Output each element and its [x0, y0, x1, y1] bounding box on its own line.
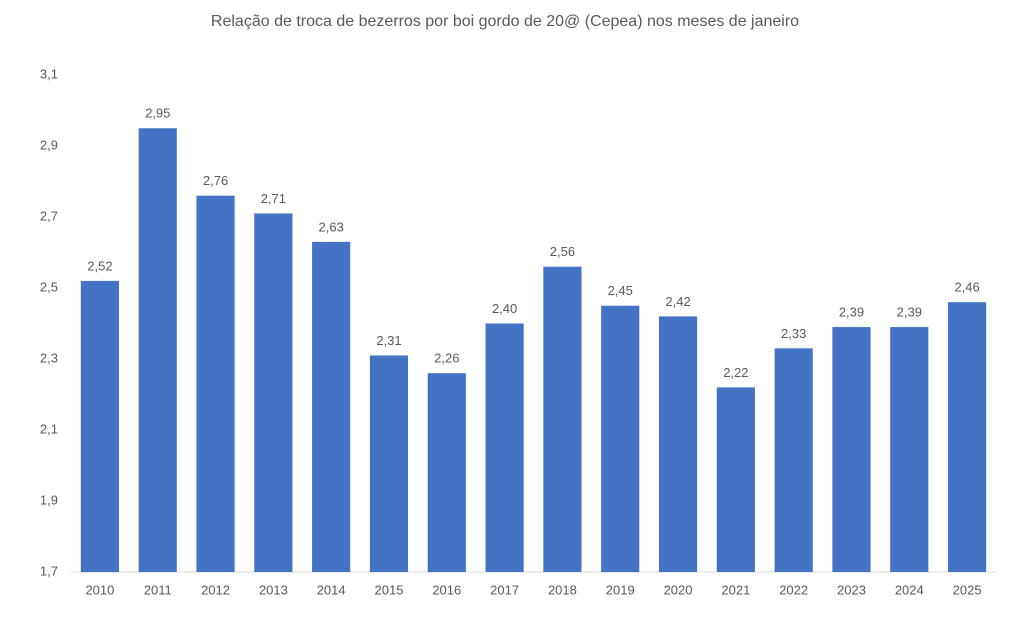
bar [369, 355, 409, 572]
x-tick-label: 2018 [548, 582, 577, 597]
x-tick-label: 2019 [606, 582, 635, 597]
x-tick-label: 2010 [85, 582, 114, 597]
data-label: 2,22 [723, 365, 748, 380]
data-label: 2,31 [376, 333, 401, 348]
data-label: 2,76 [203, 173, 228, 188]
data-label: 2,40 [492, 301, 517, 316]
bar [601, 305, 640, 572]
bar [832, 327, 871, 572]
data-label: 2,26 [434, 351, 459, 366]
x-tick-label: 2021 [721, 582, 750, 597]
data-label: 2,45 [608, 283, 633, 298]
x-tick-label: 2015 [375, 582, 404, 597]
bar [138, 128, 177, 572]
bar [80, 280, 119, 572]
x-tick-label: 2023 [837, 582, 866, 597]
x-tick-label: 2016 [432, 582, 461, 597]
bar [485, 323, 524, 572]
data-label: 2,39 [839, 304, 864, 319]
data-label: 2,71 [261, 191, 286, 206]
bar [774, 348, 813, 572]
bar [543, 266, 582, 572]
x-tick-label: 2022 [779, 582, 808, 597]
data-label: 2,56 [550, 244, 575, 259]
x-tick-label: 2017 [490, 582, 519, 597]
bar [254, 213, 293, 572]
data-label: 2,95 [145, 106, 170, 121]
data-label: 2,39 [897, 304, 922, 319]
chart-title: Relação de troca de bezerros por boi gor… [211, 13, 799, 30]
y-tick-label: 2,5 [40, 279, 58, 294]
bar [658, 316, 698, 572]
x-tick-label: 2013 [259, 582, 288, 597]
y-tick-label: 1,9 [40, 492, 58, 507]
x-tick-label: 2024 [895, 582, 924, 597]
y-tick-label: 1,7 [40, 563, 58, 578]
bar [716, 387, 755, 572]
data-label: 2,63 [319, 219, 344, 234]
bar [948, 302, 987, 572]
bar [890, 327, 929, 572]
data-label: 2,33 [781, 326, 806, 341]
bar [196, 195, 235, 572]
y-tick-label: 2,3 [40, 350, 58, 365]
y-tick-label: 3,1 [40, 66, 58, 81]
bar [427, 373, 466, 572]
x-tick-label: 2011 [144, 582, 172, 597]
y-tick-label: 2,7 [40, 208, 58, 223]
x-tick-label: 2025 [953, 582, 982, 597]
y-tick-label: 2,9 [40, 137, 58, 152]
data-label: 2,42 [665, 294, 690, 309]
x-tick-label: 2020 [664, 582, 693, 597]
x-tick-label: 2014 [317, 582, 346, 597]
data-label: 2,46 [954, 280, 979, 295]
data-label: 2,52 [87, 258, 112, 273]
bar [312, 241, 351, 572]
y-tick-label: 2,1 [40, 421, 58, 436]
x-tick-label: 2012 [201, 582, 230, 597]
